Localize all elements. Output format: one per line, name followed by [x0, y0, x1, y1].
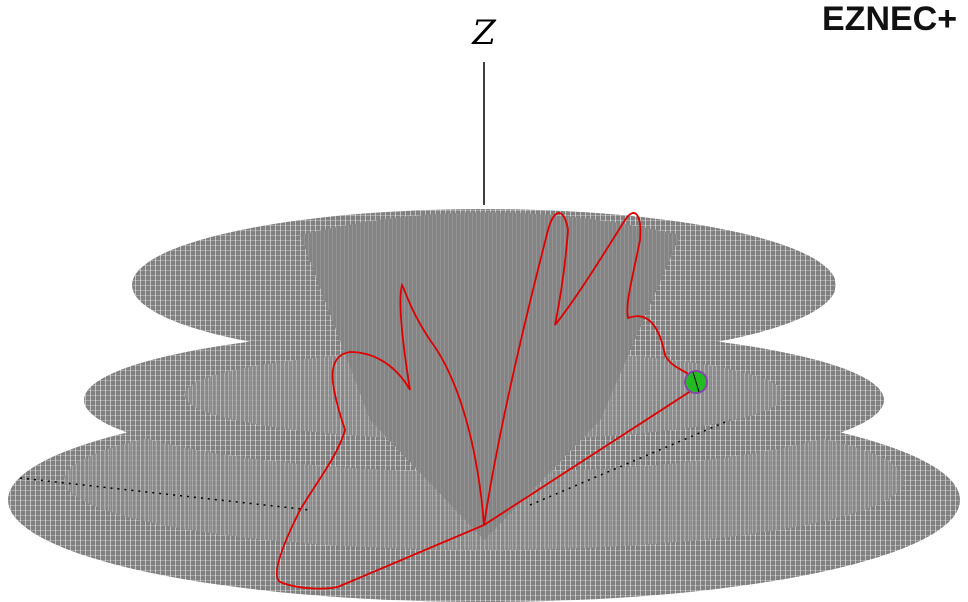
pattern-view: Z EZNEC+: [0, 0, 968, 602]
app-label: EZNEC+: [822, 0, 957, 38]
axis-label: Z: [471, 13, 497, 53]
page: Z EZNEC+ (() => { const data = JSON.pars…: [0, 0, 968, 602]
